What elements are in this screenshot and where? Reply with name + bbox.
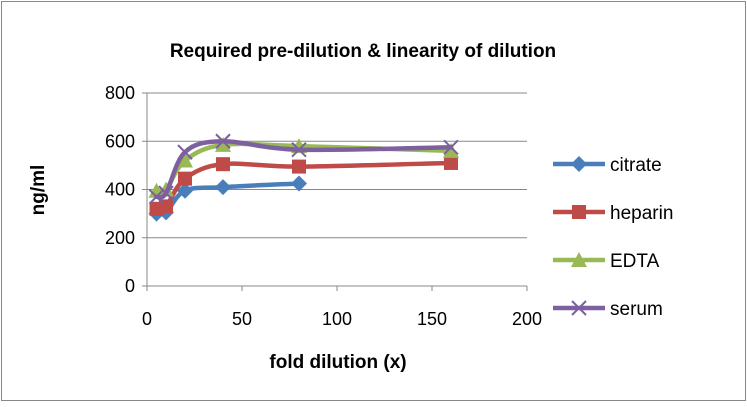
y-tick-label: 600 bbox=[105, 131, 135, 151]
legend-marker bbox=[571, 300, 587, 316]
axes bbox=[142, 92, 528, 291]
x-marker-stroke bbox=[158, 185, 174, 201]
data-point bbox=[215, 133, 231, 149]
y-tick-label: 800 bbox=[105, 83, 135, 103]
chart-title: Required pre-dilution & linearity of dil… bbox=[170, 41, 556, 62]
data-point bbox=[292, 159, 306, 174]
data-point bbox=[177, 152, 193, 168]
legend-label: heparin bbox=[610, 203, 673, 224]
series bbox=[148, 133, 459, 222]
x-marker-stroke bbox=[571, 300, 587, 316]
legend-marker bbox=[572, 205, 586, 219]
legend-label: EDTA bbox=[610, 251, 660, 272]
x-marker-stroke bbox=[215, 133, 231, 149]
data-point bbox=[215, 179, 231, 196]
data-point bbox=[291, 175, 307, 192]
legend-label: citrate bbox=[610, 155, 662, 176]
y-tick-label: 0 bbox=[125, 276, 135, 296]
x-tick-label: 0 bbox=[142, 309, 152, 329]
data-point bbox=[216, 157, 230, 172]
x-marker-stroke bbox=[148, 189, 165, 205]
data-point bbox=[148, 189, 165, 205]
data-point bbox=[158, 185, 174, 201]
legend-item-citrate: citrate bbox=[553, 155, 662, 176]
x-marker-stroke bbox=[177, 144, 193, 160]
data-point bbox=[177, 144, 193, 160]
y-tick-label: 200 bbox=[105, 228, 135, 248]
x-marker-stroke bbox=[443, 139, 459, 155]
legend-item-heparin: heparin bbox=[553, 203, 673, 224]
tick-labels: 0 200 400 600 800 0 50 100 150 200 bbox=[105, 83, 542, 329]
x-marker-stroke bbox=[291, 141, 307, 158]
data-point bbox=[443, 142, 459, 158]
data-point bbox=[178, 171, 192, 186]
x-tick-label: 100 bbox=[322, 309, 352, 329]
data-point bbox=[443, 139, 459, 155]
series-serum bbox=[148, 133, 459, 205]
legend-label: serum bbox=[610, 299, 663, 320]
x-axis-label: fold dilution (x) bbox=[269, 352, 406, 373]
data-point bbox=[444, 155, 458, 170]
data-point bbox=[177, 182, 193, 199]
data-point bbox=[291, 141, 307, 158]
x-tick-label: 200 bbox=[512, 309, 542, 329]
legend-marker bbox=[571, 156, 587, 172]
data-point bbox=[215, 136, 231, 152]
legend-item-edta: EDTA bbox=[553, 251, 660, 272]
legend: citrate heparin EDTA serum bbox=[553, 155, 673, 320]
x-tick-label: 150 bbox=[417, 309, 447, 329]
legend-item-serum: serum bbox=[553, 299, 663, 320]
x-tick-label: 50 bbox=[232, 309, 252, 329]
y-axis-label: ng/ml bbox=[28, 165, 49, 216]
legend-marker bbox=[571, 252, 587, 267]
y-tick-label: 400 bbox=[105, 180, 135, 200]
